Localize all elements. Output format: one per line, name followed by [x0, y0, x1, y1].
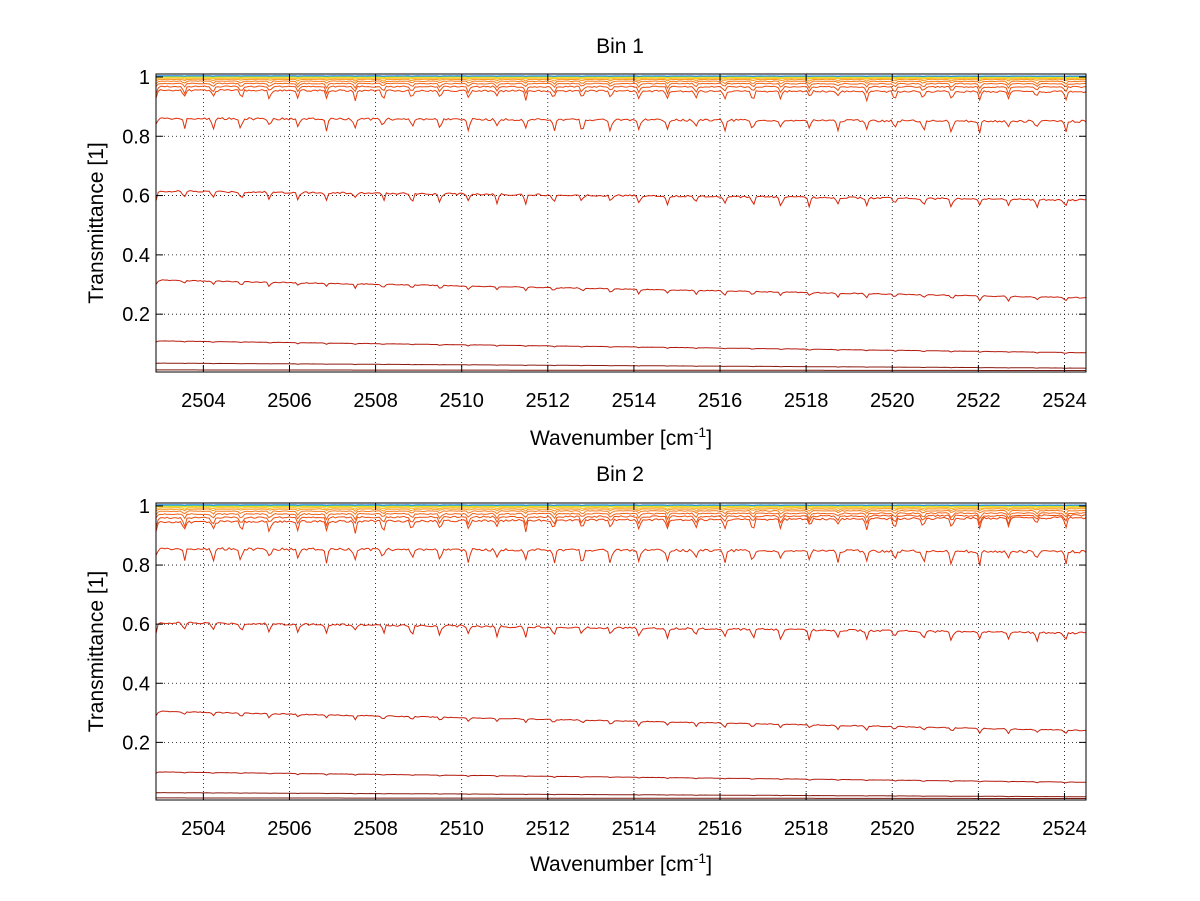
- series-line-5: [156, 621, 1086, 643]
- y-tick-label: 0.4: [122, 673, 150, 695]
- x-tick-label: 2516: [698, 390, 743, 412]
- y-axis-label: Transmittance [1]: [85, 571, 108, 732]
- series-line-7: [156, 88, 1086, 103]
- series-line-10: [156, 80, 1086, 86]
- x-tick-label: 2510: [439, 818, 484, 840]
- y-tick-label: 1: [139, 496, 150, 518]
- series-line-9: [156, 82, 1086, 90]
- series-line-11: [156, 78, 1086, 82]
- x-tick-label: 2524: [1042, 390, 1087, 412]
- y-tick-label: 0.6: [122, 614, 150, 636]
- x-tick-label: 2510: [439, 390, 484, 412]
- y-tick-label: 0.2: [122, 732, 150, 754]
- series-line-14: [156, 505, 1086, 507]
- series-group: [156, 75, 1086, 371]
- series-line-8: [156, 85, 1086, 96]
- x-tick-label: 2504: [181, 390, 226, 412]
- y-tick-label: 1: [139, 67, 150, 89]
- x-tick-label: 2516: [698, 818, 743, 840]
- series-line-9: [156, 512, 1086, 521]
- y-tick-label: 0.8: [122, 126, 150, 148]
- x-tick-label: 2504: [181, 818, 226, 840]
- series-line-2: [156, 362, 1086, 369]
- x-tick-label: 2524: [1042, 818, 1087, 840]
- series-line-13: [156, 76, 1086, 79]
- x-tick-label: 2512: [526, 818, 571, 840]
- x-tick-label: 2514: [612, 390, 657, 412]
- y-tick-label: 0.6: [122, 186, 150, 208]
- axes-box: [155, 502, 1087, 801]
- series-line-2: [156, 792, 1086, 798]
- x-tick-label: 2520: [870, 390, 915, 412]
- y-tick-label: 0.2: [122, 304, 150, 326]
- x-tick-label: 2506: [267, 818, 312, 840]
- series-line-4: [156, 710, 1086, 735]
- series-line-11: [156, 508, 1086, 513]
- x-tick-label: 2522: [956, 818, 1001, 840]
- series-line-8: [156, 514, 1086, 529]
- axes-box: [155, 73, 1087, 373]
- x-tick-label: 2520: [870, 818, 915, 840]
- chart-title: Bin 2: [596, 463, 644, 486]
- series-line-1: [156, 797, 1086, 799]
- series-line-3: [156, 340, 1086, 354]
- x-tick-label: 2518: [784, 390, 829, 412]
- series-line-4: [156, 279, 1086, 302]
- plot-area: [156, 503, 1086, 800]
- series-line-6: [156, 547, 1086, 566]
- series-line-16: [156, 75, 1086, 77]
- chart-title: Bin 1: [596, 35, 644, 58]
- x-tick-label: 2518: [784, 818, 829, 840]
- series-line-14: [156, 76, 1086, 78]
- subplot-bin-1: 2504 2506 2508 2510 2512 2514 2516 2518 2520 2522…: [85, 35, 1087, 450]
- series-line-16: [156, 504, 1086, 506]
- x-axis-label: Wavenumber [cm-1]: [530, 424, 712, 450]
- x-tick-label: 2522: [956, 390, 1001, 412]
- series-group: [156, 504, 1086, 799]
- x-tick-label: 2508: [353, 818, 398, 840]
- y-axis-label: Transmittance [1]: [85, 142, 108, 303]
- x-tick-label: 2514: [612, 818, 657, 840]
- series-line-1: [156, 369, 1086, 371]
- x-tick-label: 2512: [526, 390, 571, 412]
- y-tick-label: 0.4: [122, 245, 150, 267]
- y-tick-label: 0.8: [122, 555, 150, 577]
- series-line-10: [156, 509, 1086, 517]
- plot-area: [156, 74, 1086, 372]
- series-line-5: [156, 189, 1086, 209]
- series-line-12: [156, 77, 1086, 81]
- x-axis-label: Wavenumber [cm-1]: [530, 850, 712, 876]
- series-line-6: [156, 117, 1086, 134]
- series-line-7: [156, 516, 1086, 534]
- x-tick-label: 2506: [267, 390, 312, 412]
- series-line-3: [156, 771, 1086, 784]
- series-line-12: [156, 507, 1086, 510]
- subplot-bin-2: 2504 2506 2508 2510 2512 2514 2516 2518 2520 2522…: [85, 463, 1087, 876]
- x-tick-label: 2508: [353, 390, 398, 412]
